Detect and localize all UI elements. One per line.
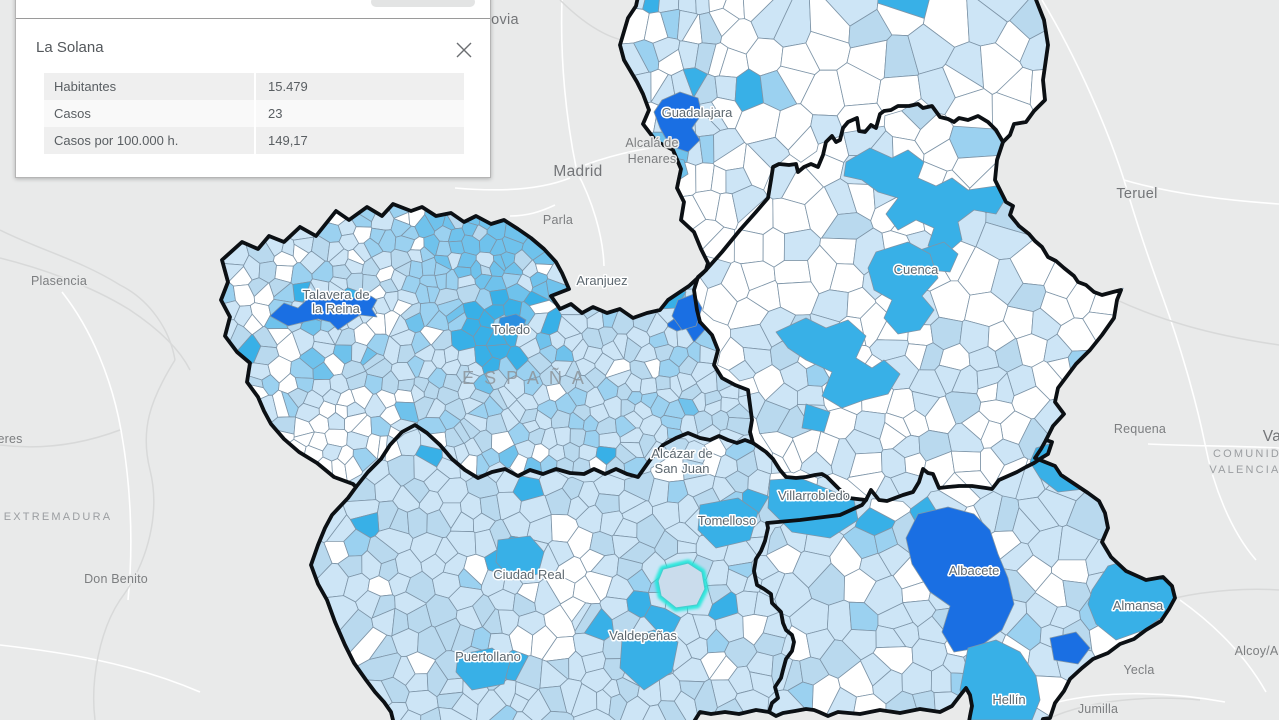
svg-text:Hellín: Hellín — [992, 692, 1025, 707]
svg-text:Aranjuez: Aranjuez — [576, 273, 627, 288]
svg-text:Va: Va — [1263, 428, 1279, 445]
svg-text:Teruel: Teruel — [1116, 186, 1157, 202]
svg-text:Albacete: Albacete — [949, 563, 1000, 578]
svg-text:Villarrobledo: Villarrobledo — [778, 488, 850, 503]
svg-text:Alcázar de: Alcázar de — [651, 446, 712, 461]
svg-text:Jumilla: Jumilla — [1078, 702, 1118, 716]
svg-text:Tomelloso: Tomelloso — [698, 513, 757, 528]
svg-text:COMUNID: COMUNID — [1213, 448, 1279, 460]
svg-text:Toledo: Toledo — [492, 322, 530, 337]
svg-text:eres: eres — [0, 432, 23, 446]
svg-text:EXTREMADURA: EXTREMADURA — [4, 511, 113, 523]
svg-text:Cuenca: Cuenca — [894, 262, 940, 277]
svg-text:Requena: Requena — [1114, 422, 1166, 436]
svg-text:Henares: Henares — [628, 152, 677, 166]
svg-text:Talavera de: Talavera de — [302, 287, 369, 302]
svg-text:Alcoy/Al: Alcoy/Al — [1235, 644, 1279, 658]
svg-text:Puertollano: Puertollano — [455, 649, 521, 664]
svg-text:Yecla: Yecla — [1123, 663, 1154, 677]
svg-text:Guadalajara: Guadalajara — [662, 105, 734, 120]
svg-text:la Reina: la Reina — [312, 301, 360, 316]
svg-text:Parla: Parla — [543, 213, 573, 227]
svg-text:Plasencia: Plasencia — [31, 274, 87, 288]
svg-text:Madrid: Madrid — [553, 163, 602, 180]
svg-text:Alcalá de: Alcalá de — [625, 136, 678, 150]
svg-text:VALENCIA: VALENCIA — [1209, 464, 1279, 476]
svg-text:Almansa: Almansa — [1113, 598, 1164, 613]
svg-text:Valdepeñas: Valdepeñas — [609, 628, 677, 643]
svg-text:ovia: ovia — [491, 12, 519, 28]
svg-text:ESPAÑA: ESPAÑA — [462, 367, 594, 388]
svg-text:San Juan: San Juan — [655, 461, 710, 476]
svg-text:Ciudad Real: Ciudad Real — [493, 567, 565, 582]
svg-text:Don Benito: Don Benito — [84, 572, 148, 586]
